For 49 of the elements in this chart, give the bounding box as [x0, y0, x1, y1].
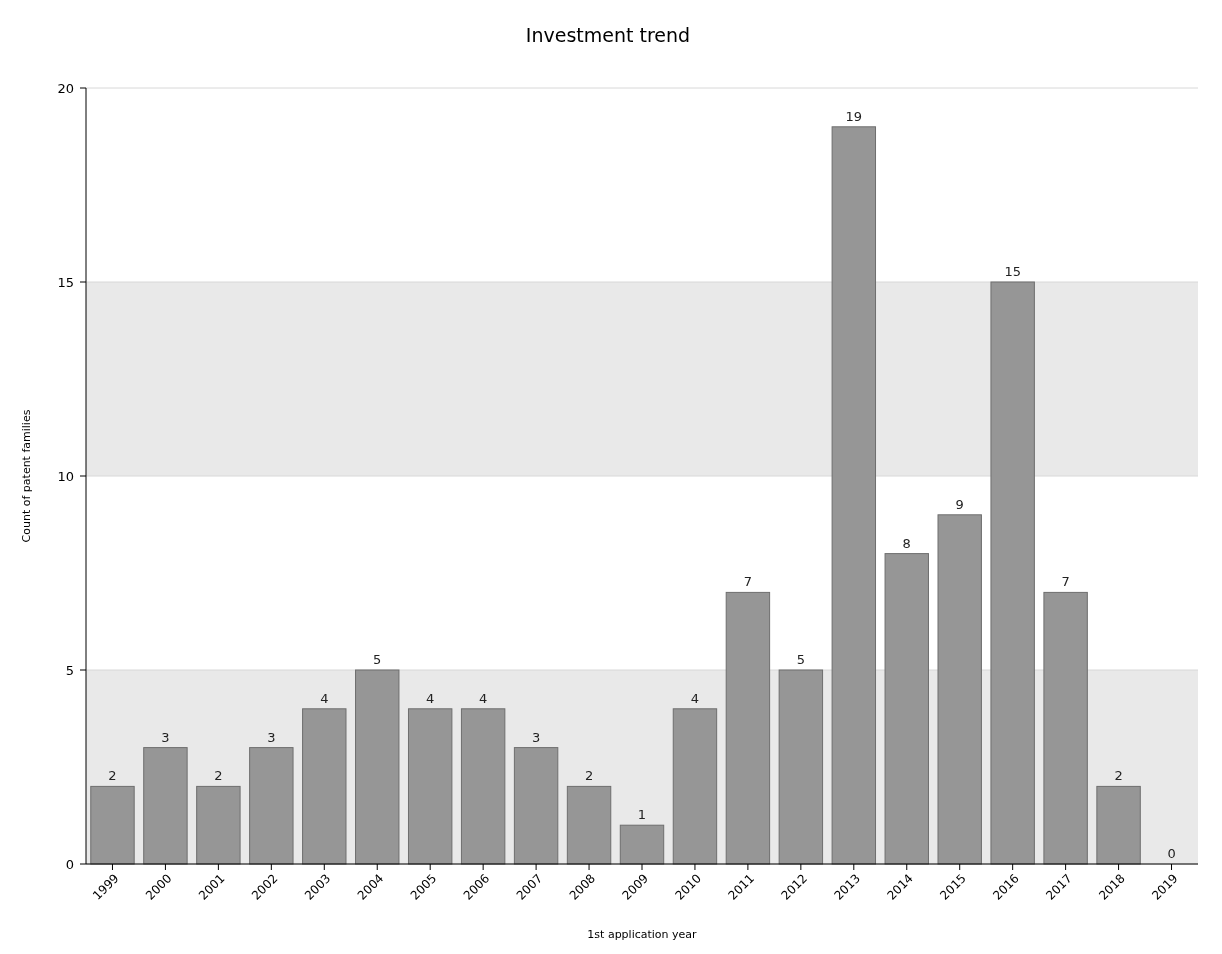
bar: [302, 708, 347, 865]
bar: [778, 669, 824, 865]
data-label: 4: [690, 690, 700, 706]
data-label: 15: [1004, 264, 1021, 279]
y-tick-label: 0: [65, 856, 74, 872]
bar: [831, 126, 877, 865]
data-label: 4: [479, 690, 488, 706]
y-axis-title: Count of patent families: [20, 409, 33, 543]
bar: [884, 553, 929, 865]
bar: [725, 591, 771, 865]
data-label: 2: [584, 768, 594, 784]
y-tick-label: 15: [57, 274, 74, 290]
data-label: 5: [373, 652, 382, 667]
chart-title: Investment trend: [525, 24, 691, 46]
data-label: 19: [845, 108, 863, 124]
data-label: 8: [902, 535, 911, 551]
x-axis-title: 1st application year: [587, 928, 698, 941]
bar: [937, 514, 982, 865]
y-tick-label: 20: [57, 80, 74, 96]
bar: [143, 747, 188, 865]
data-label: 4: [426, 690, 435, 706]
data-label: 0: [1167, 846, 1176, 861]
y-tick-label: 5: [65, 662, 74, 678]
data-label: 5: [796, 652, 805, 667]
bar: [1096, 785, 1141, 865]
bar: [1043, 591, 1088, 865]
data-label: 2: [214, 768, 223, 784]
bar: [249, 747, 294, 865]
bar: [90, 785, 135, 865]
bar: [513, 747, 559, 865]
data-label: 3: [531, 729, 541, 745]
data-label: 3: [267, 729, 276, 745]
data-label: 9: [955, 496, 964, 512]
bar: [460, 708, 506, 865]
data-label: 2: [1114, 768, 1123, 784]
bar: [566, 785, 612, 865]
data-label: 7: [743, 574, 753, 590]
data-label: 1: [637, 807, 647, 823]
data-label: 2: [108, 768, 117, 784]
data-label: 7: [1061, 574, 1070, 590]
bar: [990, 281, 1035, 865]
data-label: 4: [320, 690, 329, 706]
bar: [196, 785, 241, 865]
bar: [407, 708, 453, 865]
bar: [619, 824, 665, 865]
y-tick-label: 10: [57, 468, 74, 484]
bar: [355, 669, 400, 865]
data-label: 3: [161, 729, 170, 745]
bar: [672, 708, 718, 865]
